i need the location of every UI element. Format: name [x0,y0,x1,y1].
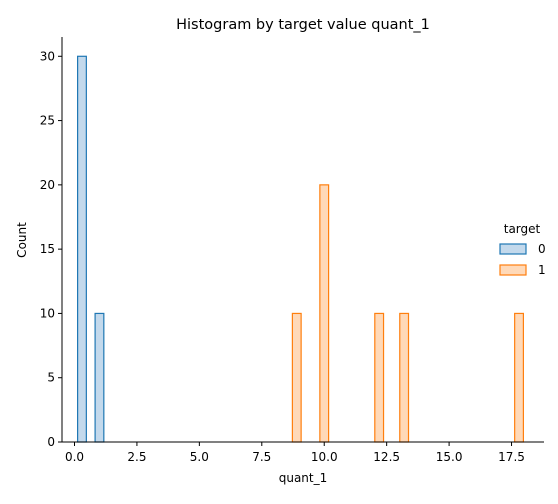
chart-title: Histogram by target value quant_1 [176,17,430,33]
y-tick-label: 30 [40,49,55,63]
histogram-bar-target-1-3 [399,312,410,443]
bars-layer [77,55,524,443]
legend-title: target [504,222,541,236]
x-tick-label: 0.0 [65,450,84,464]
x-ticks: 0.0 2.5 5.0 7.5 10.0 12.5 15.0 17.5 [65,442,525,464]
histogram-bar-target-0-1 [94,312,105,443]
x-tick-label: 7.5 [252,450,271,464]
legend-swatch-target-0 [499,243,527,255]
y-tick-label: 15 [40,242,55,256]
legend-swatch-target-1 [499,264,527,276]
x-tick-label: 10.0 [311,450,338,464]
legend: target 01 [499,222,546,277]
legend-label-target-1: 1 [538,263,546,277]
x-tick-label: 5.0 [190,450,209,464]
x-tick-label: 17.5 [498,450,525,464]
y-tick-label: 10 [40,306,55,320]
histogram-bar-target-1-1 [319,184,330,443]
y-tick-label: 20 [40,178,55,192]
histogram-bar-target-1-4 [514,312,524,443]
y-tick-label: 5 [47,371,55,385]
legend-label-target-0: 0 [538,242,546,256]
y-ticks: 0 5 10 15 20 25 30 [40,49,62,449]
x-axis-label: quant_1 [279,471,328,485]
y-axis-label: Count [15,222,29,258]
legend-items: 01 [499,242,546,277]
histogram-bar-target-1-2 [374,312,385,443]
y-tick-label: 0 [47,435,55,449]
x-tick-label: 15.0 [436,450,463,464]
histogram-bar-target-1-0 [291,312,302,443]
y-tick-label: 25 [40,114,55,128]
x-tick-label: 2.5 [127,450,146,464]
histogram-bar-target-0-0 [77,55,87,443]
x-tick-label: 12.5 [373,450,400,464]
